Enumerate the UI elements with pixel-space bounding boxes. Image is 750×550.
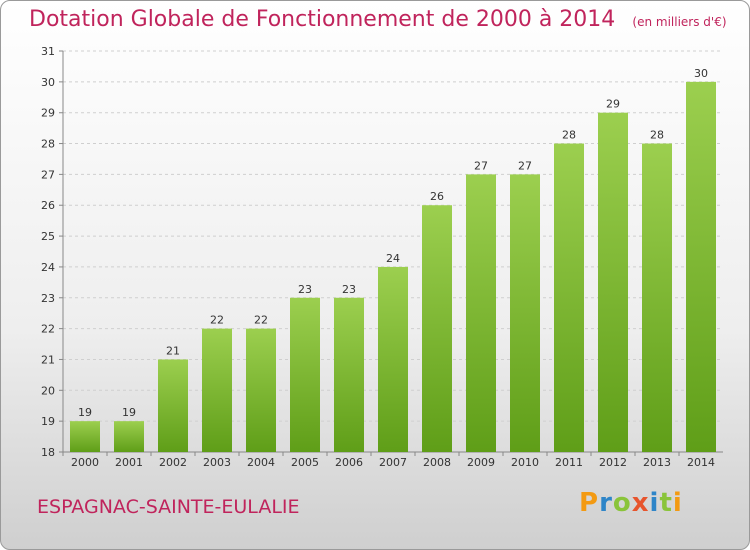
y-tick-label: 27 — [41, 168, 55, 181]
data-label-2006: 23 — [342, 283, 356, 296]
y-tick-label: 18 — [41, 446, 55, 459]
y-tick-label: 22 — [41, 323, 55, 336]
bar-2007 — [378, 266, 408, 452]
unit-label: (en milliers d'€) — [632, 15, 727, 29]
title-text: Dotation Globale de Fonctionnement de 20… — [29, 7, 616, 32]
data-label-2003: 22 — [210, 314, 224, 327]
data-label-2013: 28 — [650, 129, 664, 142]
y-tick-label: 24 — [41, 261, 55, 274]
bar-2013 — [642, 143, 672, 453]
bar-2001 — [114, 421, 144, 452]
bar-2012 — [598, 112, 628, 452]
bar-2010 — [510, 174, 540, 452]
data-label-2012: 29 — [606, 98, 620, 111]
bar-2000 — [70, 421, 100, 452]
y-tick-label: 19 — [41, 415, 55, 428]
data-label-2005: 23 — [298, 283, 312, 296]
y-tick-label: 31 — [41, 45, 55, 58]
bar-2005 — [290, 297, 320, 452]
y-tick-label: 29 — [41, 107, 55, 120]
y-tick-label: 25 — [41, 230, 55, 243]
data-label-2001: 19 — [122, 406, 136, 419]
bar-2003 — [202, 328, 232, 452]
data-label-2004: 22 — [254, 314, 268, 327]
y-tick-label: 26 — [41, 199, 55, 212]
data-label-2000: 19 — [78, 406, 92, 419]
x-tick-label: 2003 — [203, 456, 231, 469]
x-tick-label: 2013 — [643, 456, 671, 469]
bar-2009 — [466, 174, 496, 452]
y-tick-label: 21 — [41, 353, 55, 366]
proxiti-logo: Proxiti — [579, 488, 683, 518]
data-label-2010: 27 — [518, 159, 532, 172]
y-tick-label: 23 — [41, 292, 55, 305]
commune-name: ESPAGNAC-SAINTE-EULALIE — [37, 496, 300, 518]
data-label-2002: 21 — [166, 344, 180, 357]
bar-2011 — [554, 143, 584, 453]
x-tick-label: 2006 — [335, 456, 363, 469]
x-tick-label: 2004 — [247, 456, 275, 469]
bar-2008 — [422, 205, 452, 452]
x-tick-label: 2011 — [555, 456, 583, 469]
x-tick-label: 2009 — [467, 456, 495, 469]
y-tick-label: 20 — [41, 384, 55, 397]
x-tick-label: 2005 — [291, 456, 319, 469]
x-tick-label: 2012 — [599, 456, 627, 469]
data-label-2007: 24 — [386, 252, 400, 265]
x-tick-label: 2008 — [423, 456, 451, 469]
x-tick-label: 2000 — [71, 456, 99, 469]
x-tick-label: 2014 — [687, 456, 715, 469]
bar-2006 — [334, 297, 364, 452]
x-tick-label: 2010 — [511, 456, 539, 469]
bar-2004 — [246, 328, 276, 452]
y-tick-label: 30 — [41, 76, 55, 89]
data-label-2011: 28 — [562, 129, 576, 142]
chart-title: Dotation Globale de Fonctionnement de 20… — [29, 7, 727, 32]
x-tick-label: 2007 — [379, 456, 407, 469]
y-tick-label: 28 — [41, 138, 55, 151]
bar-2014 — [686, 81, 716, 452]
data-label-2008: 26 — [430, 190, 444, 203]
x-tick-label: 2001 — [115, 456, 143, 469]
data-label-2009: 27 — [474, 159, 488, 172]
data-label-2014: 30 — [694, 67, 708, 80]
bar-2002 — [158, 359, 188, 452]
x-tick-label: 2002 — [159, 456, 187, 469]
